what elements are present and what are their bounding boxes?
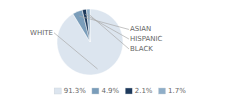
legend-swatch [159,88,166,94]
legend-swatch [92,88,99,94]
legend-swatch [125,88,132,94]
leader-line [54,33,98,69]
pie-slice [86,9,90,42]
leader-line [85,14,129,39]
slice-label: ASIAN [130,25,151,33]
legend-swatch [54,88,61,94]
slice-label: BLACK [130,45,153,53]
legend-label: 91.3% [64,87,87,95]
leader-line [89,14,129,49]
legend: 91.3% 4.9% 2.1% 1.7% [54,87,186,95]
pie-slice [73,10,90,42]
chart: WHITE ASIAN HISPANIC BLACK 91.3% 4.9% 2.1% 1.7% [0,0,240,100]
legend-label: 4.9% [101,87,119,95]
legend-label: 1.7% [168,87,186,95]
slice-label: HISPANIC [130,35,163,43]
legend-label: 2.1% [135,87,153,95]
slice-label: WHITE [30,29,53,37]
annotations: WHITE ASIAN HISPANIC BLACK [30,14,163,69]
